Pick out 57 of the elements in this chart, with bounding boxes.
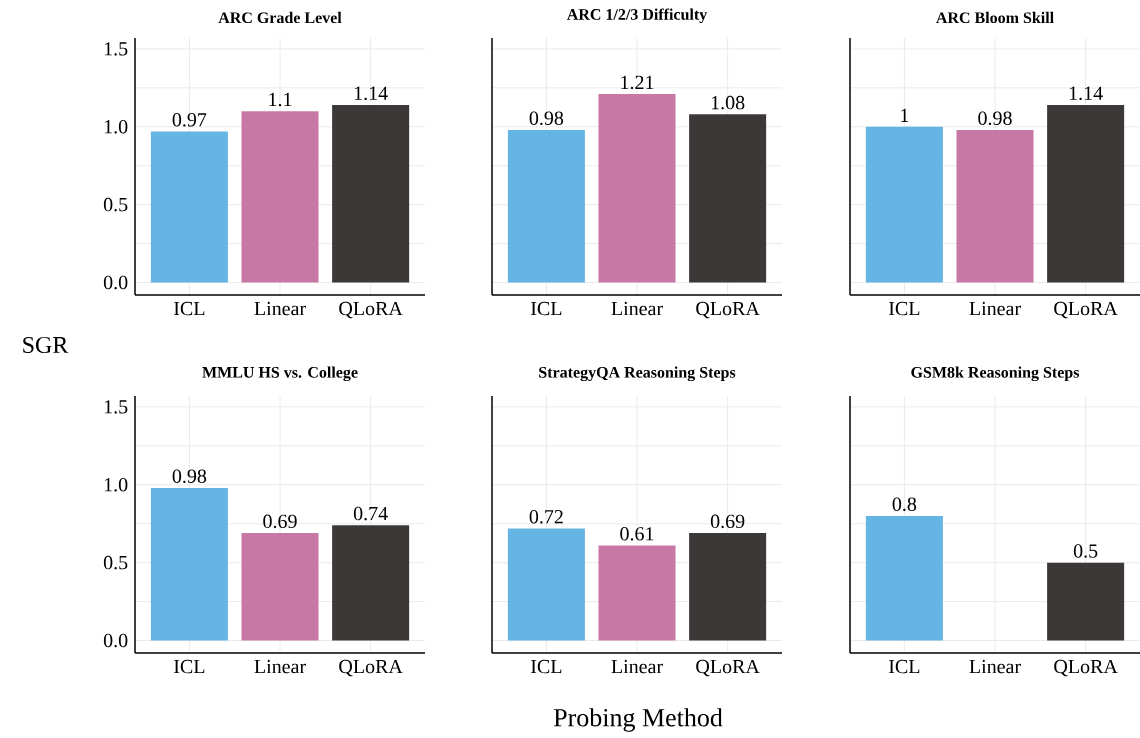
- x-axis-title: Probing Method: [553, 708, 723, 732]
- data-label: 0.72: [529, 509, 563, 524]
- y-tick-label: 1.0: [104, 119, 128, 134]
- bar: [332, 525, 410, 641]
- chart-title: ARC Bloom Skill: [936, 11, 1054, 24]
- y-tick-label: 0.0: [103, 633, 128, 648]
- data-label: 1.21: [621, 75, 654, 90]
- x-tick-label: QLoRA: [339, 301, 403, 319]
- data-label: 1: [901, 108, 909, 122]
- data-label: 0.5: [1073, 544, 1098, 558]
- chart-title: ARC 1/2/3 Difficulty: [566, 8, 708, 24]
- data-label: 0.98: [172, 469, 207, 484]
- x-tick-label: Linear: [969, 659, 1021, 674]
- x-tick-label: ICL: [888, 301, 920, 316]
- bar: [241, 533, 319, 641]
- chart-title: ARC Grade Level: [218, 11, 342, 24]
- x-tick-label: QLoRA: [339, 659, 403, 677]
- x-tick-label: Linear: [254, 659, 306, 674]
- x-tick-label: QLoRA: [696, 301, 760, 319]
- bar: [150, 487, 228, 641]
- data-label: 0.98: [529, 111, 564, 126]
- x-tick-label: ICL: [531, 301, 562, 316]
- y-axis-title: SGR: [23, 336, 69, 354]
- x-tick-label: Linear: [254, 301, 306, 316]
- x-tick-label: Linear: [611, 659, 663, 674]
- y-tick-label: 1.5: [104, 42, 128, 56]
- x-tick-label: QLoRA: [1054, 301, 1118, 319]
- data-label: 0.61: [620, 527, 654, 541]
- data-label: 0.69: [710, 514, 745, 529]
- y-tick-label: 0.0: [103, 275, 128, 290]
- x-tick-label: QLoRA: [1054, 659, 1118, 677]
- bar: [241, 111, 319, 283]
- y-tick-label: 0.5: [103, 197, 128, 212]
- data-label: 1.14: [1069, 86, 1103, 101]
- chart-title: StrategyQA Reasoning Steps: [539, 366, 736, 382]
- data-label: 1.08: [711, 95, 745, 110]
- x-tick-label: ICL: [888, 659, 920, 674]
- bar: [332, 104, 410, 283]
- x-tick-label: ICL: [174, 659, 205, 674]
- data-label: 0.97: [172, 112, 207, 127]
- data-label: 0.74: [353, 506, 388, 521]
- data-label: 0.98: [978, 111, 1012, 126]
- y-tick-label: 0.5: [103, 555, 128, 570]
- x-tick-label: Linear: [969, 301, 1021, 316]
- y-tick-label: 1.0: [104, 477, 128, 492]
- data-label: 0.8: [892, 497, 917, 512]
- data-label: 1.14: [354, 86, 388, 101]
- chart-title: MMLU HS vs. College: [202, 366, 358, 382]
- x-tick-label: QLoRA: [696, 659, 760, 677]
- data-label: 0.69: [263, 514, 297, 529]
- x-tick-label: ICL: [174, 301, 205, 316]
- chart-title: GSM8k Reasoning Steps: [911, 366, 1080, 382]
- x-tick-label: Linear: [611, 301, 663, 316]
- bar: [150, 131, 228, 283]
- y-tick-label: 1.5: [104, 400, 128, 414]
- x-tick-label: ICL: [531, 659, 562, 674]
- data-label: 1.1: [269, 92, 292, 107]
